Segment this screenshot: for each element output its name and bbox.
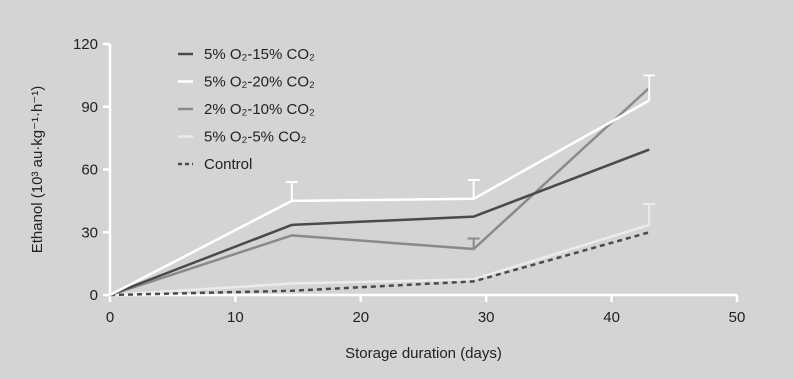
series-line xyxy=(109,223,650,297)
legend-label: 5% O₂-5% CO₂ xyxy=(204,129,307,146)
y-tick-label: 30 xyxy=(81,224,98,241)
legend: 5% O₂-15% CO₂ 5% O₂-20% CO₂ 2% O₂-10% CO₂ 5… xyxy=(178,46,315,173)
series-line xyxy=(109,99,650,297)
legend-item: 5% O₂-20% CO₂ xyxy=(178,74,315,91)
series-line xyxy=(109,231,650,297)
series-line xyxy=(109,86,651,297)
legend-label: 2% O₂-10% CO₂ xyxy=(204,101,315,118)
legend-label: Control xyxy=(204,156,252,173)
x-tick-label: 20 xyxy=(352,309,369,326)
y-tick-label: 90 xyxy=(81,99,98,116)
series-layer xyxy=(109,74,656,297)
y-tick-label: 60 xyxy=(81,162,98,179)
series-4 xyxy=(109,231,650,297)
series-0 xyxy=(109,148,650,297)
x-axis-title: Storage duration (days) xyxy=(345,345,502,362)
axes: 0 10 20 30 40 50 0 30 60 90 120 Storage duration (d… xyxy=(29,36,745,362)
series-1 xyxy=(109,74,656,297)
series-line xyxy=(109,148,650,297)
x-tick-label: 40 xyxy=(603,309,620,326)
legend-item: 5% O₂-5% CO₂ xyxy=(178,129,307,146)
legend-item: 2% O₂-10% CO₂ xyxy=(178,101,315,118)
y-axis-title: Ethanol (10³ au·kg⁻¹·h⁻¹) xyxy=(29,86,46,254)
series-3 xyxy=(109,203,656,297)
x-tick-label: 30 xyxy=(478,309,495,326)
legend-label: 5% O₂-20% CO₂ xyxy=(204,74,315,91)
legend-label: 5% O₂-15% CO₂ xyxy=(204,46,315,63)
y-tick-label: 120 xyxy=(73,36,98,53)
x-tick-label: 0 xyxy=(106,309,114,326)
y-tick-label: 0 xyxy=(90,287,98,304)
x-tick-label: 10 xyxy=(227,309,244,326)
legend-item: 5% O₂-15% CO₂ xyxy=(178,46,315,63)
legend-item: Control xyxy=(178,156,252,173)
x-tick-label: 50 xyxy=(729,309,746,326)
